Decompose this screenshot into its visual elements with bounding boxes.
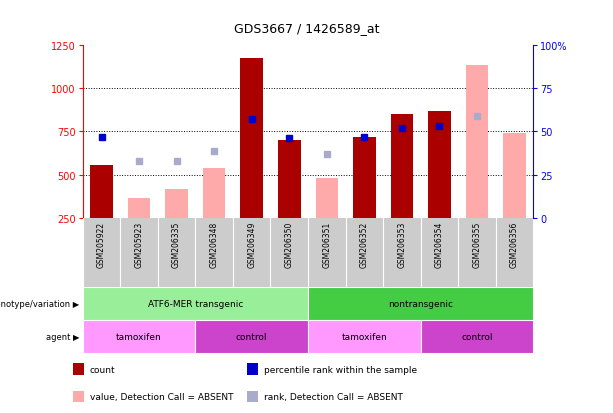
Text: GSM206356: GSM206356 bbox=[510, 221, 519, 267]
Bar bbox=[72, 363, 84, 375]
Text: tamoxifen: tamoxifen bbox=[116, 332, 162, 341]
Bar bbox=[90, 165, 113, 219]
Bar bbox=[308, 287, 533, 320]
Bar bbox=[353, 138, 376, 219]
Text: GSM206354: GSM206354 bbox=[435, 221, 444, 267]
Text: GDS3667 / 1426589_at: GDS3667 / 1426589_at bbox=[234, 22, 379, 35]
Text: value, Detection Call = ABSENT: value, Detection Call = ABSENT bbox=[90, 392, 234, 401]
Text: agent ▶: agent ▶ bbox=[46, 332, 80, 341]
Text: count: count bbox=[90, 365, 116, 374]
Bar bbox=[390, 115, 413, 219]
Bar bbox=[466, 66, 488, 219]
Bar bbox=[83, 320, 196, 353]
Text: control: control bbox=[236, 332, 267, 341]
Bar bbox=[278, 141, 300, 219]
Text: tamoxifen: tamoxifen bbox=[341, 332, 387, 341]
Bar bbox=[421, 320, 533, 353]
Text: GSM205922: GSM205922 bbox=[97, 221, 106, 267]
Text: GSM206349: GSM206349 bbox=[247, 221, 256, 267]
Bar bbox=[240, 59, 263, 219]
Bar bbox=[308, 320, 421, 353]
Text: GSM206351: GSM206351 bbox=[322, 221, 331, 267]
Text: GSM206353: GSM206353 bbox=[397, 221, 406, 267]
Text: GSM206352: GSM206352 bbox=[360, 221, 369, 267]
Text: rank, Detection Call = ABSENT: rank, Detection Call = ABSENT bbox=[264, 392, 403, 401]
Text: percentile rank within the sample: percentile rank within the sample bbox=[264, 365, 417, 374]
Bar bbox=[316, 179, 338, 219]
Text: genotype/variation ▶: genotype/variation ▶ bbox=[0, 299, 80, 308]
Text: ATF6-MER transgenic: ATF6-MER transgenic bbox=[148, 299, 243, 308]
Bar bbox=[428, 112, 451, 219]
Bar bbox=[166, 190, 188, 219]
Text: control: control bbox=[461, 332, 493, 341]
Text: nontransgenic: nontransgenic bbox=[388, 299, 453, 308]
Text: GSM206335: GSM206335 bbox=[172, 221, 181, 267]
Bar bbox=[83, 287, 308, 320]
Bar bbox=[128, 198, 150, 219]
Bar bbox=[246, 363, 258, 375]
Text: GSM206355: GSM206355 bbox=[473, 221, 481, 267]
Text: GSM206348: GSM206348 bbox=[210, 221, 219, 267]
Bar bbox=[246, 391, 258, 402]
Text: GSM205923: GSM205923 bbox=[135, 221, 143, 267]
Bar bbox=[196, 320, 308, 353]
Text: GSM206350: GSM206350 bbox=[285, 221, 294, 267]
Bar bbox=[72, 391, 84, 402]
Bar bbox=[203, 169, 226, 219]
Bar bbox=[503, 134, 526, 219]
